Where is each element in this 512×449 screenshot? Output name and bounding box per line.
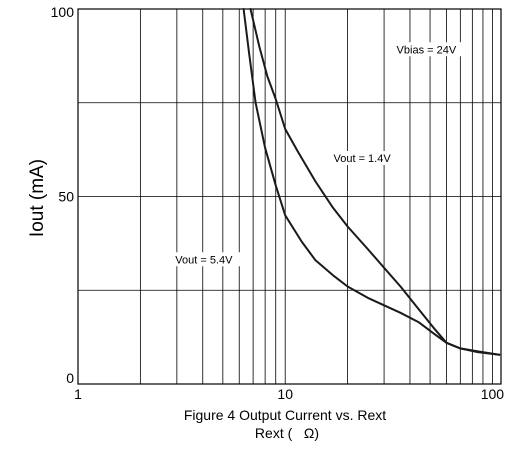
series-line-2 (242, 8, 501, 356)
grid (77, 8, 501, 385)
x-tick-label: 10 (277, 386, 293, 402)
y-tick-labels: 0 50 100 (51, 4, 75, 386)
series-line-1 (249, 8, 501, 356)
series-layer (242, 8, 501, 356)
y-axis-label: Iout (mA) (27, 159, 48, 237)
annotation-bg (390, 42, 463, 57)
annotation-label: Vbias = 24V (397, 44, 457, 56)
y-tick-label: 50 (58, 189, 74, 205)
plot-frame (77, 8, 502, 385)
annotation-bg (326, 151, 399, 165)
annotation-label: Vout = 5.4V (175, 254, 233, 266)
x-tick-label: 1 (74, 386, 82, 402)
x-tick-label: 100 (481, 386, 505, 402)
x-tick-labels: 1 10 100 (74, 386, 504, 402)
y-tick-label: 100 (51, 4, 75, 20)
annotation-bg (167, 252, 240, 267)
annotation-layer: Vbias = 24V Vout = 1.4V Vout = 5.4V (167, 42, 463, 267)
x-axis-label: Rext ( Ω) (255, 425, 319, 441)
y-tick-label: 0 (66, 370, 74, 386)
annotation-label: Vout = 1.4V (334, 153, 392, 165)
chart-title: Figure 4 Output Current vs. Rext (184, 407, 386, 423)
